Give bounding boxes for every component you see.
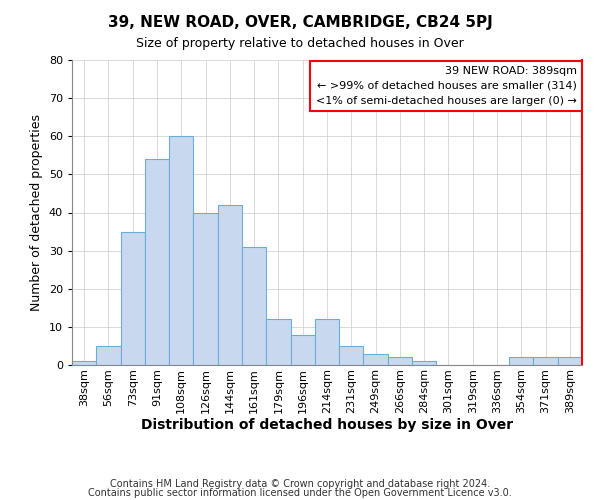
Bar <box>315 320 339 365</box>
Bar <box>145 159 169 365</box>
Y-axis label: Number of detached properties: Number of detached properties <box>30 114 43 311</box>
Bar <box>509 358 533 365</box>
Bar <box>218 205 242 365</box>
Bar <box>266 320 290 365</box>
Bar <box>169 136 193 365</box>
Text: 39, NEW ROAD, OVER, CAMBRIDGE, CB24 5PJ: 39, NEW ROAD, OVER, CAMBRIDGE, CB24 5PJ <box>107 15 493 30</box>
Bar <box>412 361 436 365</box>
Bar <box>242 247 266 365</box>
Bar <box>96 346 121 365</box>
Bar <box>193 212 218 365</box>
Text: Contains HM Land Registry data © Crown copyright and database right 2024.: Contains HM Land Registry data © Crown c… <box>110 479 490 489</box>
Bar <box>72 361 96 365</box>
Bar <box>339 346 364 365</box>
Bar <box>388 358 412 365</box>
Bar <box>364 354 388 365</box>
Text: Contains public sector information licensed under the Open Government Licence v3: Contains public sector information licen… <box>88 488 512 498</box>
Bar <box>290 334 315 365</box>
Text: 39 NEW ROAD: 389sqm
← >99% of detached houses are smaller (314)
<1% of semi-deta: 39 NEW ROAD: 389sqm ← >99% of detached h… <box>316 66 577 106</box>
X-axis label: Distribution of detached houses by size in Over: Distribution of detached houses by size … <box>141 418 513 432</box>
Bar <box>533 358 558 365</box>
Text: Size of property relative to detached houses in Over: Size of property relative to detached ho… <box>136 38 464 51</box>
Bar <box>558 358 582 365</box>
Bar <box>121 232 145 365</box>
